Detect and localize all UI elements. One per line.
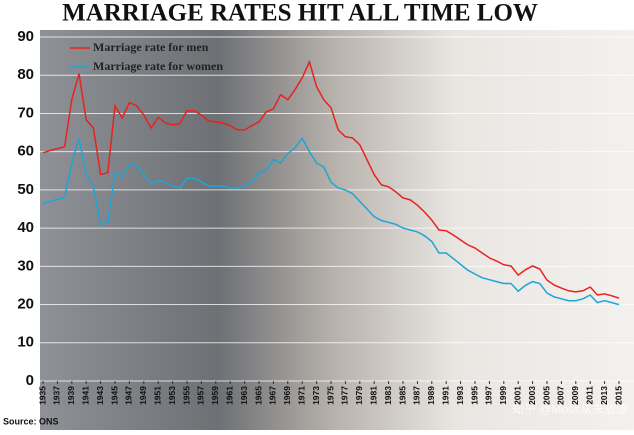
legend-label: Marriage rate for men [93, 40, 209, 54]
x-tick-label: 1989 [426, 386, 436, 405]
x-tick-label: 1965 [253, 386, 263, 405]
y-tick-label: 90 [17, 28, 34, 45]
x-tick-label: 1945 [109, 386, 119, 405]
x-tick-label: 2013 [599, 386, 609, 405]
x-tick-label: 1963 [239, 386, 249, 405]
x-tick-label: 1993 [455, 386, 465, 405]
y-tick-label: 40 [17, 219, 34, 236]
x-tick-label: 1969 [282, 386, 292, 405]
x-tick-label: 1979 [354, 386, 364, 405]
x-tick-label: 2005 [541, 386, 551, 405]
x-tick-label: 1973 [311, 386, 321, 405]
x-tick-label: 1997 [484, 386, 494, 405]
series-line [42, 136, 620, 306]
x-tick-label: 1943 [95, 386, 105, 405]
x-tick-label: 1987 [412, 386, 422, 405]
x-tick-label: 1983 [383, 386, 393, 405]
x-tick-label: 1937 [52, 386, 62, 405]
x-tick-label: 2009 [570, 386, 580, 405]
x-tick-label: 1959 [210, 386, 220, 405]
series-line [42, 59, 620, 299]
x-tick-label: 1971 [296, 386, 306, 405]
chart-title: MARRIAGE RATES HIT ALL TIME LOW [62, 0, 538, 27]
watermark: 知乎 @Moss从未放逐 [512, 401, 628, 416]
x-tick-label: 1967 [268, 386, 278, 405]
x-tick-label: 2015 [613, 386, 623, 405]
x-tick-label: 1985 [397, 386, 407, 405]
x-tick-label: 1955 [181, 386, 191, 405]
y-tick-label: 80 [17, 66, 34, 83]
x-tick-label: 2003 [527, 386, 537, 405]
photo-background [40, 30, 634, 430]
y-tick-label: 10 [17, 334, 34, 351]
x-tick-label: 2001 [512, 386, 522, 405]
x-tick-label: 1957 [196, 386, 206, 405]
x-tick-label: 1939 [66, 386, 76, 405]
y-tick-label: 70 [17, 104, 34, 121]
y-tick-label: 20 [17, 296, 34, 313]
x-tick-label: 1935 [37, 386, 47, 405]
x-tick-label: 1977 [340, 386, 350, 405]
x-tick-label: 1975 [325, 386, 335, 405]
x-tick-label: 1991 [440, 386, 450, 405]
x-tick-label: 1941 [80, 386, 90, 405]
source: Source: ONS [3, 416, 59, 426]
x-tick-label: 1953 [167, 386, 177, 405]
x-tick-label: 1951 [152, 386, 162, 405]
legend-label: Marriage rate for women [93, 59, 223, 73]
x-tick-label: 1981 [368, 386, 378, 405]
x-tick-label: 2007 [556, 386, 566, 405]
y-tick-label: 60 [17, 143, 34, 160]
y-tick-label: 0 [26, 372, 34, 389]
y-tick-label: 30 [17, 257, 34, 274]
x-tick-label: 2011 [584, 386, 594, 405]
x-tick-label: 1999 [498, 386, 508, 405]
x-tick-label: 1961 [224, 386, 234, 405]
y-tick-label: 50 [17, 181, 34, 198]
x-tick-label: 1949 [138, 386, 148, 405]
x-tick-label: 1995 [469, 386, 479, 405]
x-tick-label: 1947 [124, 386, 134, 405]
